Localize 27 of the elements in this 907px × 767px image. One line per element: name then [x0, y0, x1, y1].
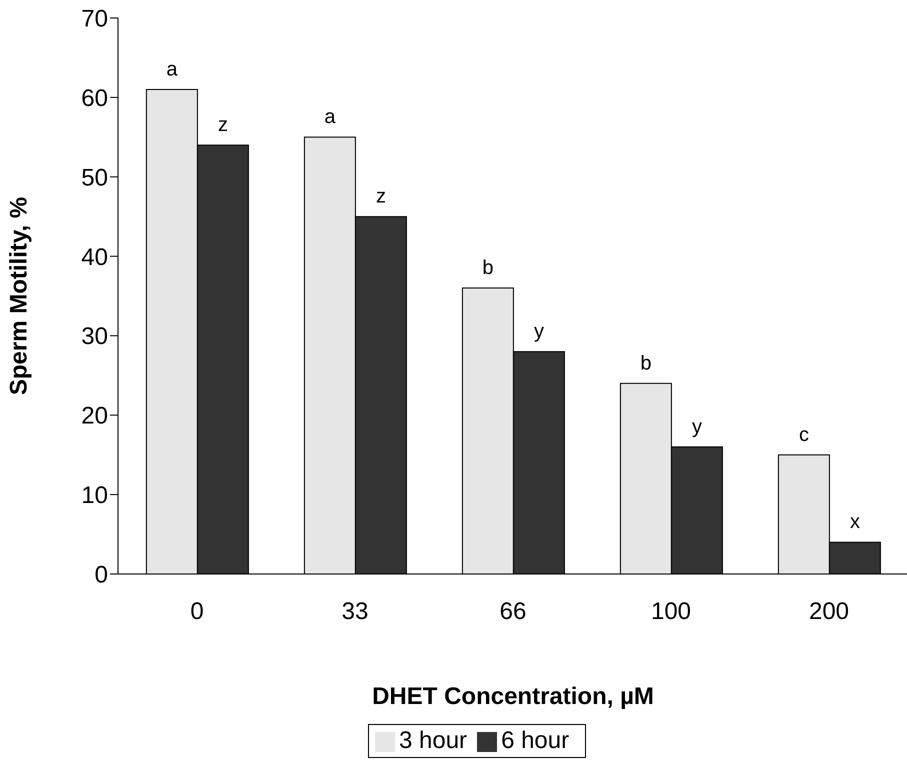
x-tick-label: 0 — [190, 598, 204, 626]
annotation: y — [534, 320, 544, 343]
x-axis-title: DHET Concentration, µM — [372, 683, 654, 710]
y-axis-title: Sperm Motility, % — [6, 196, 33, 396]
annotation: b — [640, 352, 652, 374]
x-tick-label: 200 — [808, 598, 850, 626]
annotation: a — [166, 58, 178, 80]
y-tick-label: 0 — [94, 562, 108, 589]
annotation: z — [376, 186, 386, 208]
y-tick-label: 70 — [81, 6, 108, 33]
legend-label: 3 hour — [399, 727, 468, 754]
annotation: c — [798, 424, 809, 446]
annotation: b — [482, 257, 494, 280]
annotation: y — [692, 416, 702, 438]
y-tick-label: 40 — [81, 244, 108, 271]
y-tick-label: 30 — [81, 323, 108, 350]
x-tick-label: 66 — [500, 598, 526, 626]
y-tick-label: 20 — [81, 402, 108, 430]
x-tick-label: 33 — [342, 598, 368, 626]
annotation: a — [324, 106, 336, 128]
x-tick-label: 100 — [650, 598, 692, 626]
y-tick-label: 50 — [81, 164, 108, 192]
annotation: z — [218, 114, 228, 136]
y-tick-label: 60 — [81, 84, 108, 112]
annotation: x — [850, 511, 860, 534]
legend-label: 6 hour — [501, 727, 570, 754]
y-tick-label: 10 — [81, 482, 108, 510]
